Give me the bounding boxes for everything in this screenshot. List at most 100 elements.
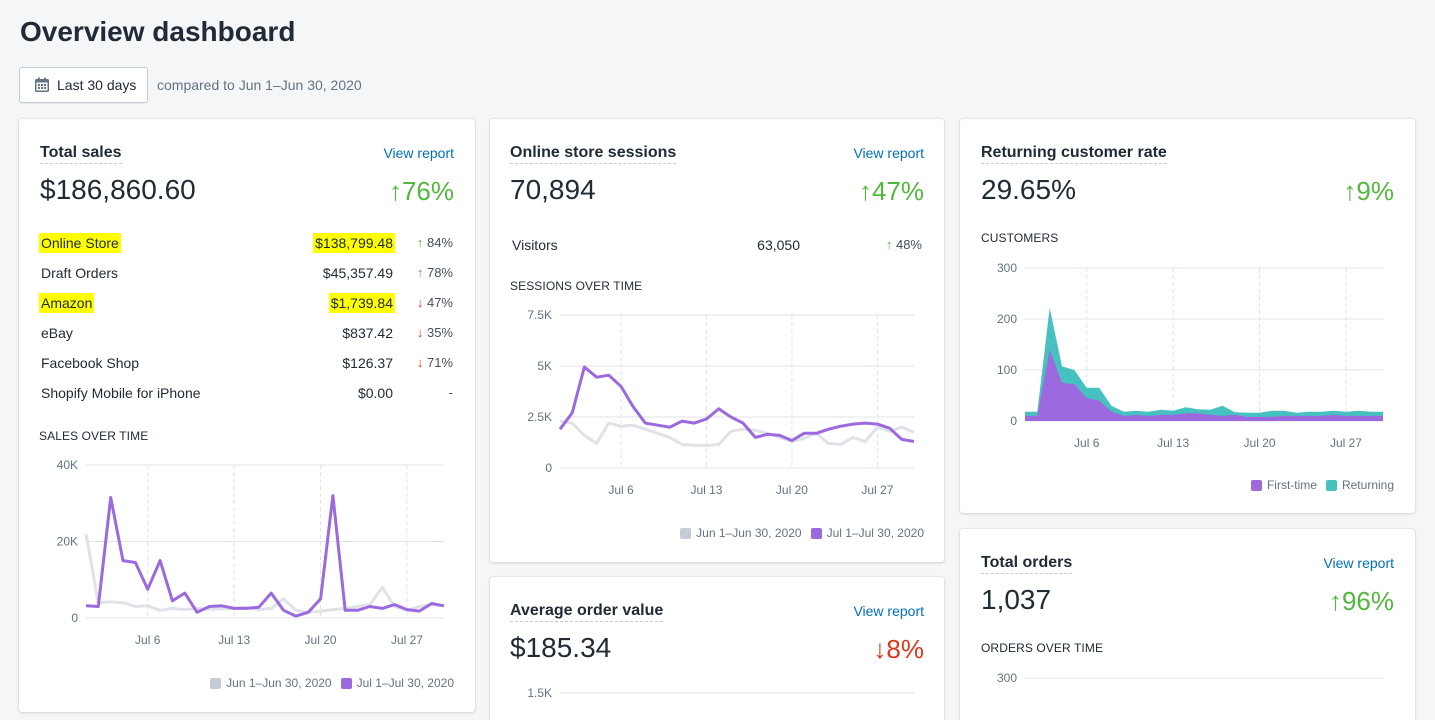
arrow-down-icon: ↓ [416, 355, 424, 370]
sales-channel-value: $45,357.49 [322, 265, 393, 281]
legend-swatch-first-time [1250, 479, 1262, 491]
aov-change: ↓8% [873, 634, 924, 664]
sales-chart-legend: Jun 1–Jun 30, 2020 Jul 1–Jul 30, 2020 [201, 676, 454, 690]
y-tick-label: 0 [71, 611, 78, 625]
orders-chart: 300 [997, 671, 1383, 685]
total-orders-card: Total orders View report 1,037 ↑96% ORDE… [960, 529, 1415, 720]
sales-channel-label: Shopify Mobile for iPhone [41, 385, 201, 401]
visitors-value: 63,050 [757, 237, 800, 253]
sales-channel-label: Amazon [39, 293, 95, 313]
x-tick-label: Jul 6 [608, 483, 634, 497]
page-title: Overview dashboard [20, 16, 296, 47]
arrow-up-icon: ↑ [858, 176, 872, 206]
legend-label-previous: Jun 1–Jun 30, 2020 [226, 676, 332, 690]
legend-label-current: Jul 1–Jul 30, 2020 [826, 526, 924, 540]
total-sales-card: Total sales View report $186,860.60 ↑76%… [19, 119, 475, 712]
sales-channel-row: Shopify Mobile for iPhone $0.00 - [39, 383, 455, 405]
sales-channel-row: Draft Orders $45,357.49 ↑ 78% [39, 263, 455, 285]
returning-value: 29.65% [981, 174, 1076, 205]
average-order-value-card: Average order value View report $185.34 … [490, 577, 944, 720]
x-tick-label: Jul 20 [305, 633, 337, 647]
orders-over-time-label: ORDERS OVER TIME [981, 641, 1104, 655]
sales-channel-value: $126.37 [342, 355, 393, 371]
compare-period-text: compared to Jun 1–Jun 30, 2020 [157, 77, 362, 93]
y-tick-label: 1.5K [527, 686, 552, 700]
y-tick-label: 2.5K [527, 410, 552, 424]
calendar-icon [35, 77, 49, 92]
arrow-up-icon: ↑ [885, 237, 893, 252]
series-line-current [558, 365, 915, 443]
sales-channel-label: Draft Orders [41, 265, 119, 281]
sales-channel-row: Amazon $1,739.84 ↓ 47% [39, 293, 455, 315]
customers-chart-legend: First-time Returning [1242, 478, 1394, 492]
arrow-up-icon: ↑ [416, 235, 424, 250]
total-sales-view-report-link[interactable]: View report [383, 145, 454, 161]
sales-channel-value: $138,799.48 [313, 233, 395, 253]
returning-customer-card: Returning customer rate 29.65% ↑9% CUSTO… [960, 119, 1415, 513]
sales-channel-value: $1,739.84 [328, 293, 395, 313]
total-sales-title[interactable]: Total sales [40, 144, 122, 164]
arrow-down-icon: ↓ [416, 325, 424, 340]
series-area-first-time [1025, 349, 1383, 421]
arrow-down-icon: ↓ [416, 295, 424, 310]
x-tick-label: Jul 20 [1244, 436, 1276, 450]
orders-title[interactable]: Total orders [981, 554, 1073, 574]
sales-channel-row: Online Store $138,799.48 ↑ 84% [39, 233, 455, 255]
sessions-value: 70,894 [510, 174, 596, 205]
sessions-title[interactable]: Online store sessions [510, 144, 677, 164]
y-tick-label: 0 [1010, 414, 1017, 428]
sales-channel-change: ↓ 47% [416, 295, 453, 310]
legend-swatch-previous [210, 677, 222, 689]
legend-label-previous: Jun 1–Jun 30, 2020 [696, 526, 802, 540]
sales-chart: 0 20K 40K Jul 6 Jul 13 Jul 20 Jul 27 [57, 458, 445, 647]
aov-chart: 1.5K [527, 686, 914, 700]
sales-channel-change: ↓ 35% [416, 325, 453, 340]
returning-title[interactable]: Returning customer rate [981, 144, 1167, 164]
legend-swatch-previous [680, 527, 692, 539]
arrow-up-icon: ↑ [416, 265, 424, 280]
y-tick-label: 0 [545, 461, 552, 475]
x-tick-label: Jul 13 [1157, 436, 1189, 450]
legend-label-current: Jul 1–Jul 30, 2020 [356, 676, 454, 690]
y-tick-label: 7.5K [527, 308, 552, 322]
sessions-card: Online store sessions View report 70,894… [490, 119, 944, 562]
aov-title[interactable]: Average order value [510, 602, 664, 622]
sessions-change: ↑47% [858, 176, 924, 206]
sales-channel-label: Online Store [39, 233, 121, 253]
series-line-current [85, 494, 445, 618]
x-tick-label: Jul 27 [1330, 436, 1362, 450]
sessions-view-report-link[interactable]: View report [853, 145, 924, 161]
sales-channel-value: $837.42 [342, 325, 393, 341]
aov-value: $185.34 [510, 632, 612, 663]
orders-view-report-link[interactable]: View report [1323, 555, 1394, 571]
returning-change: ↑9% [1343, 176, 1394, 206]
date-range-button[interactable]: Last 30 days [19, 67, 148, 103]
arrow-down-icon: ↓ [873, 634, 887, 664]
y-tick-label: 200 [997, 312, 1017, 326]
customers-chart: 0 100 200 300 Jul 6 Jul 13 Jul 20 Jul 27 [997, 261, 1383, 450]
aov-view-report-link[interactable]: View report [853, 603, 924, 619]
legend-swatch-current [340, 677, 352, 689]
arrow-up-icon: ↑ [388, 176, 402, 206]
customers-label: CUSTOMERS [981, 231, 1059, 245]
arrow-up-icon: ↑ [1343, 176, 1357, 206]
x-tick-label: Jul 13 [218, 633, 250, 647]
sales-over-time-label: SALES OVER TIME [39, 429, 149, 443]
sessions-chart-legend: Jun 1–Jun 30, 2020 Jul 1–Jul 30, 2020 [671, 526, 924, 540]
sales-channel-value: $0.00 [357, 385, 393, 401]
sales-channel-change: ↑ 84% [416, 235, 453, 250]
sales-channel-label: eBay [41, 325, 73, 341]
arrow-up-icon: ↑ [1328, 586, 1342, 616]
legend-label-first-time: First-time [1266, 478, 1317, 492]
visitors-change: ↑ 48% [885, 237, 922, 252]
sales-channel-row: Facebook Shop $126.37 ↓ 71% [39, 353, 455, 375]
y-tick-label: 20K [57, 535, 78, 549]
total-sales-change: ↑76% [388, 176, 454, 206]
y-tick-label: 300 [997, 261, 1017, 275]
visitors-row: Visitors 63,050 ↑ 48% [510, 235, 924, 257]
x-tick-label: Jul 27 [861, 483, 893, 497]
x-tick-label: Jul 20 [776, 483, 808, 497]
sales-channel-row: eBay $837.42 ↓ 35% [39, 323, 455, 345]
y-tick-label: 300 [997, 671, 1017, 685]
sessions-chart: 0 2.5K 5K 7.5K Jul 6 Jul 13 Jul 20 Jul 27 [527, 308, 915, 497]
